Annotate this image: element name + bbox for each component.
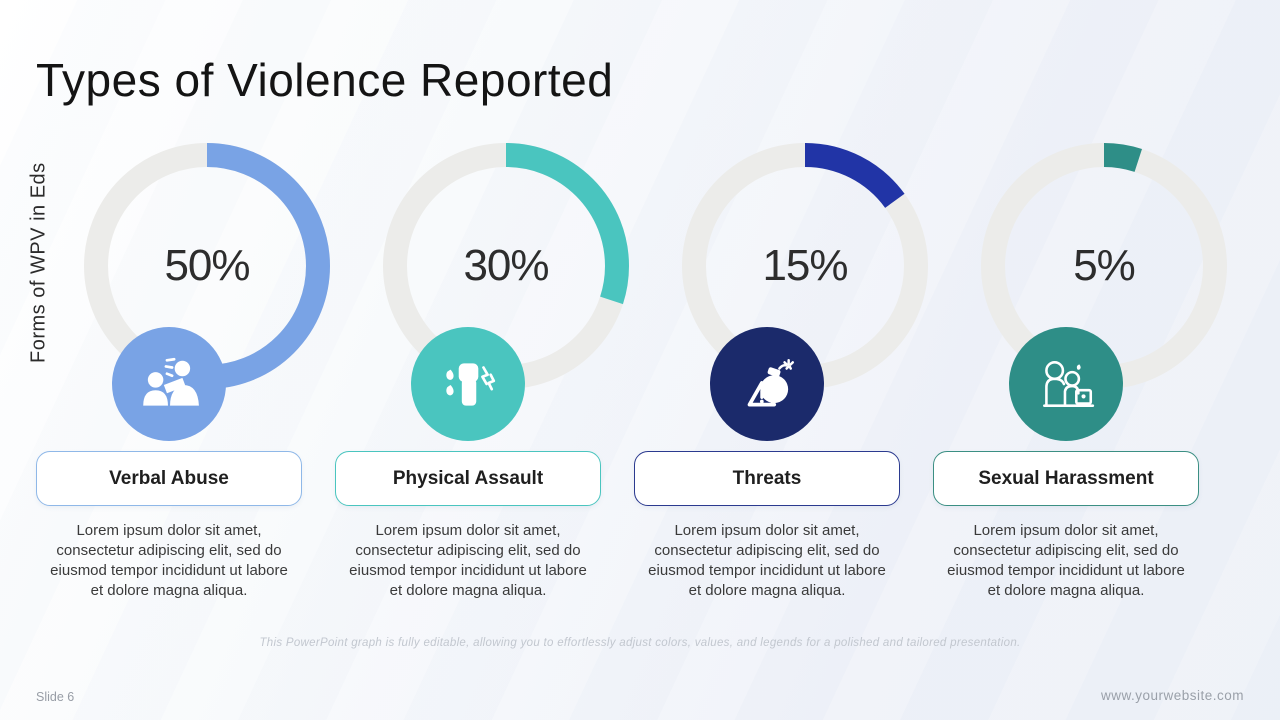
ring-progress [981, 143, 1227, 389]
category-icon-badge [411, 327, 525, 441]
category-label-box: Sexual Harassment [933, 451, 1199, 506]
percent-value: 50% [164, 241, 250, 290]
category-column-sexual-harassment: 5% [933, 143, 1227, 601]
category-icon-badge [1009, 327, 1123, 441]
donut-chart: 30% [335, 143, 629, 447]
category-label: Sexual Harassment [978, 467, 1154, 489]
sexual-harassment-icon [1043, 361, 1095, 407]
percent-value: 5% [1073, 241, 1136, 290]
category-column-physical-assault: 30% [335, 143, 629, 601]
category-column-threats: 15% [634, 143, 928, 601]
editable-note-caption: This PowerPoint graph is fully editable,… [259, 637, 1021, 649]
category-description: Lorem ipsum dolor sit amet, consectetur … [50, 522, 288, 599]
physical-assault-icon [446, 363, 496, 406]
category-description: Lorem ipsum dolor sit amet, consectetur … [349, 522, 587, 599]
category-label-box: Verbal Abuse [36, 451, 302, 506]
website-link: www.yourwebsite.com [1100, 688, 1244, 703]
category-label: Threats [732, 467, 802, 489]
chart-columns: 50% [36, 143, 1227, 601]
slide-number: Slide 6 [36, 690, 75, 704]
percent-value: 15% [762, 241, 848, 290]
donut-chart: 5% [933, 143, 1227, 447]
ring-progress [682, 143, 928, 389]
category-description: Lorem ipsum dolor sit amet, consectetur … [947, 522, 1185, 599]
category-column-verbal-abuse: 50% [36, 143, 330, 601]
threats-icon [747, 359, 795, 407]
page-title: Types of Violence Reported [36, 53, 614, 106]
donut-chart: 50% [36, 143, 330, 447]
category-label: Physical Assault [392, 467, 544, 489]
donut-chart: 15% [634, 143, 928, 447]
category-label-box: Physical Assault [335, 451, 601, 506]
category-description: Lorem ipsum dolor sit amet, consectetur … [648, 522, 886, 599]
percent-value: 30% [463, 241, 549, 290]
category-icon-badge [710, 327, 824, 441]
category-label: Verbal Abuse [109, 467, 229, 489]
ring-progress [383, 143, 629, 389]
category-icon-badge [112, 327, 226, 441]
verbal-abuse-icon [143, 357, 199, 406]
category-label-box: Threats [634, 451, 900, 506]
